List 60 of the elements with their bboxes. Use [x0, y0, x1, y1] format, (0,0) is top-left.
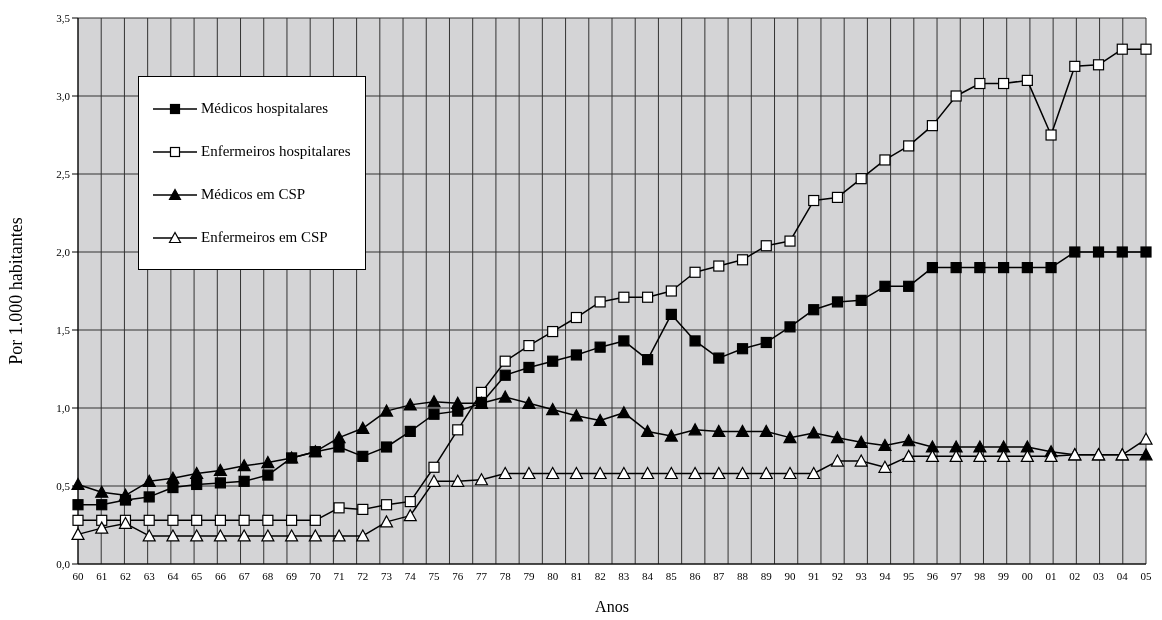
x-tick-label: 89: [760, 569, 773, 582]
legend-label: Médicos em CSP: [201, 186, 306, 203]
x-tick-label: 99: [998, 569, 1010, 582]
x-tick-label: 88: [737, 569, 749, 582]
y-tick-label: 2,0: [56, 245, 71, 258]
x-tick-label: 76: [452, 569, 464, 582]
x-tick-label: 05: [1140, 569, 1152, 582]
x-tick-label: 92: [831, 569, 843, 582]
x-tick-label: 83: [618, 569, 630, 582]
x-axis-title: Anos: [595, 598, 629, 615]
x-tick-label: 71: [333, 569, 345, 582]
x-tick-label: 82: [594, 569, 606, 582]
x-tick-label: 03: [1093, 569, 1105, 582]
x-tick-label: 60: [72, 569, 84, 582]
x-tick-label: 64: [167, 569, 179, 582]
x-tick-label: 01: [1045, 569, 1057, 582]
x-tick-label: 77: [475, 569, 488, 582]
x-tick-label: 67: [238, 569, 251, 582]
x-tick-label: 04: [1116, 569, 1129, 582]
y-tick-label: 1,0: [56, 401, 71, 414]
x-tick-label: 87: [713, 569, 725, 582]
x-tick-label: 94: [879, 569, 891, 582]
y-tick-label: 3,5: [56, 11, 71, 24]
x-tick-label: 91: [808, 569, 820, 582]
x-tick-label: 98: [974, 569, 986, 582]
legend-label: Enfermeiros em CSP: [201, 229, 328, 246]
x-tick-label: 69: [286, 569, 298, 582]
x-tick-label: 78: [499, 569, 512, 582]
x-tick-label: 63: [143, 569, 156, 582]
x-tick-label: 79: [523, 569, 535, 582]
x-tick-label: 84: [642, 569, 654, 582]
y-axis-title: Por 1.000 habitantes: [6, 217, 27, 365]
x-tick-label: 68: [262, 569, 274, 582]
x-tick-label: 75: [428, 569, 440, 582]
x-tick-label: 02: [1069, 569, 1081, 582]
legend-label: Enfermeiros hospitalares: [201, 143, 351, 160]
x-tick-label: 95: [903, 569, 915, 582]
x-tick-label: 90: [784, 569, 796, 582]
x-tick-label: 61: [96, 569, 108, 582]
x-tick-label: 74: [404, 569, 417, 582]
x-tick-label: 86: [689, 569, 702, 582]
x-tick-label: 96: [926, 569, 939, 582]
x-tick-label: 72: [357, 569, 369, 582]
y-tick-label: 0,0: [56, 557, 71, 570]
x-tick-label: 80: [547, 569, 559, 582]
x-tick-label: 65: [191, 569, 203, 582]
x-tick-label: 81: [570, 569, 582, 582]
y-tick-label: 3,0: [56, 89, 71, 102]
x-tick-label: 93: [855, 569, 868, 582]
y-tick-label: 1,5: [56, 323, 71, 336]
x-tick-label: 00: [1021, 569, 1034, 582]
x-tick-label: 70: [309, 569, 322, 582]
x-tick-label: 85: [665, 569, 678, 582]
y-tick-label: 2,5: [56, 167, 71, 180]
legend-label: Médicos hospitalares: [201, 100, 329, 117]
x-tick-label: 97: [950, 569, 963, 582]
x-tick-label: 66: [214, 569, 227, 582]
x-tick-label: 73: [381, 569, 393, 582]
x-tick-label: 62: [119, 569, 131, 582]
y-tick-label: 0,5: [56, 479, 71, 492]
